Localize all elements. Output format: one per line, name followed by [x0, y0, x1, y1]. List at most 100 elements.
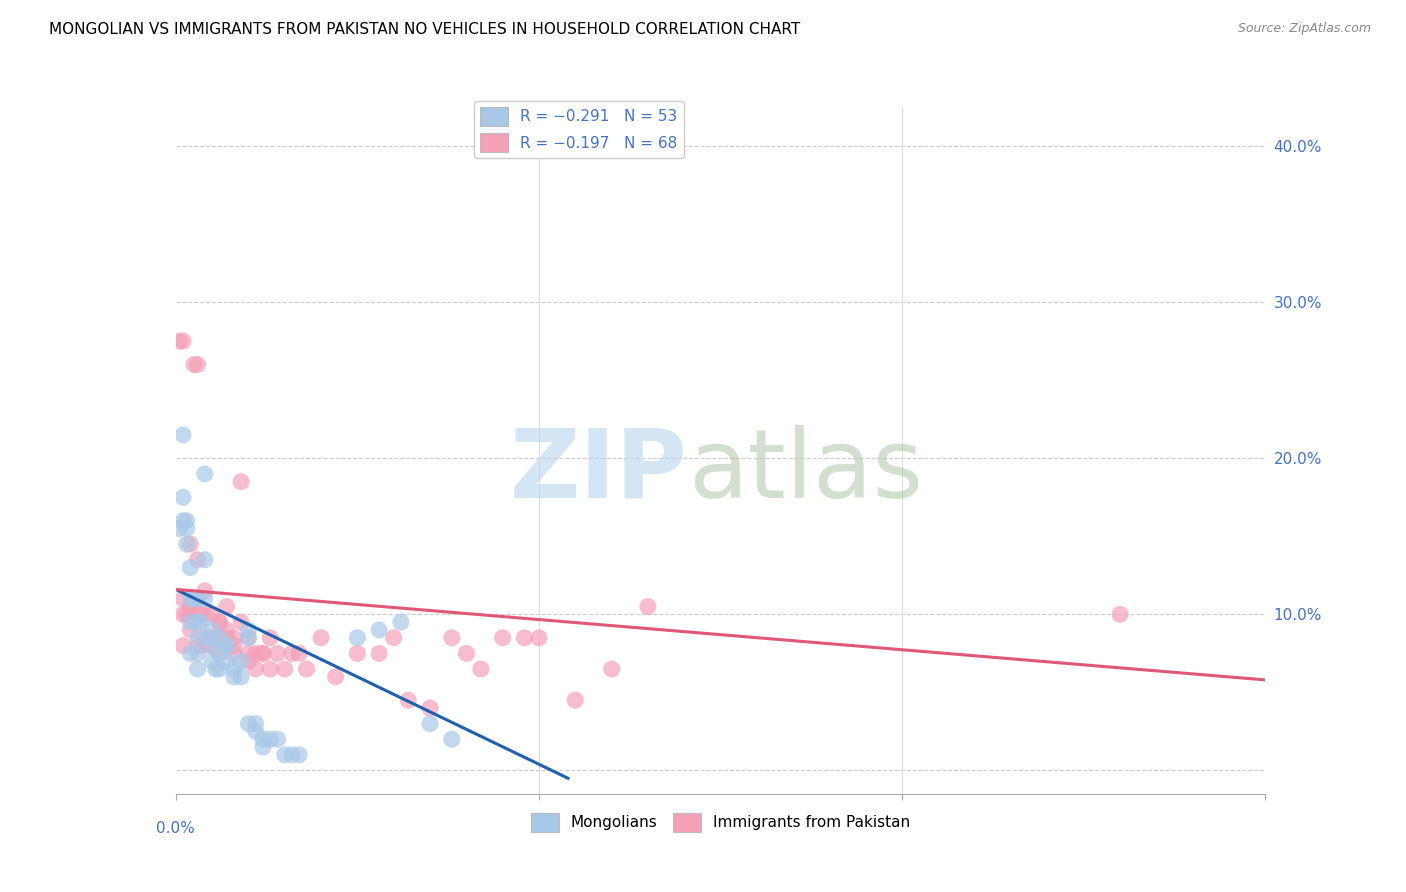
Point [252, 740, 274, 755]
Point [382, 631, 405, 645]
Point [179, 560, 201, 574]
Point [252, 646, 274, 660]
Point [194, 591, 217, 606]
Point [215, 639, 238, 653]
Point [186, 639, 209, 653]
Point [179, 591, 201, 606]
Point [245, 724, 267, 739]
Point [368, 623, 391, 637]
Text: Source: ZipAtlas.com: Source: ZipAtlas.com [1237, 22, 1371, 36]
Point [440, 631, 463, 645]
Point [201, 623, 224, 637]
Point [194, 607, 217, 622]
Point [194, 467, 217, 481]
Point [309, 631, 332, 645]
Point [231, 615, 253, 630]
Point [274, 662, 297, 676]
Point [179, 646, 201, 660]
Point [215, 631, 238, 645]
Point [201, 639, 224, 653]
Point [281, 646, 304, 660]
Point [176, 514, 198, 528]
Point [215, 654, 238, 668]
Point [259, 631, 281, 645]
Point [194, 583, 217, 598]
Point [172, 490, 194, 504]
Point [238, 716, 260, 731]
Point [172, 334, 194, 348]
Point [259, 732, 281, 747]
Point [215, 639, 238, 653]
Point [215, 639, 238, 653]
Point [201, 631, 224, 645]
Point [238, 646, 260, 660]
Point [194, 639, 217, 653]
Point [179, 537, 201, 551]
Point [176, 607, 198, 622]
Point [194, 631, 217, 645]
Point [172, 427, 194, 442]
Point [201, 639, 224, 653]
Point [215, 623, 238, 637]
Point [176, 537, 198, 551]
Point [197, 631, 219, 645]
Point [419, 716, 441, 731]
Text: MONGOLIAN VS IMMIGRANTS FROM PAKISTAN NO VEHICLES IN HOUSEHOLD CORRELATION CHART: MONGOLIAN VS IMMIGRANTS FROM PAKISTAN NO… [49, 22, 800, 37]
Point [222, 646, 245, 660]
Point [172, 514, 194, 528]
Text: ZIP: ZIP [510, 425, 688, 517]
Text: 0.0%: 0.0% [156, 822, 195, 837]
Point [295, 662, 318, 676]
Point [419, 701, 441, 715]
Point [637, 599, 659, 614]
Point [201, 607, 224, 622]
Point [190, 615, 212, 630]
Point [288, 646, 311, 660]
Point [183, 358, 205, 372]
Point [186, 615, 209, 630]
Point [186, 591, 209, 606]
Point [204, 662, 226, 676]
Point [245, 646, 267, 660]
Point [456, 646, 478, 660]
Point [238, 631, 260, 645]
Point [564, 693, 586, 707]
Point [186, 358, 209, 372]
Point [208, 631, 231, 645]
Point [238, 631, 260, 645]
Point [186, 631, 209, 645]
Point [208, 631, 231, 645]
Point [186, 646, 209, 660]
Point [245, 662, 267, 676]
Point [281, 747, 304, 762]
Point [186, 591, 209, 606]
Point [194, 552, 217, 567]
Point [186, 607, 209, 622]
Point [169, 334, 191, 348]
Point [208, 615, 231, 630]
Point [201, 654, 224, 668]
Point [208, 646, 231, 660]
Point [600, 662, 623, 676]
Point [169, 521, 191, 535]
Point [346, 631, 368, 645]
Point [231, 475, 253, 489]
Point [440, 732, 463, 747]
Point [245, 716, 267, 731]
Text: atlas: atlas [688, 425, 922, 517]
Point [208, 662, 231, 676]
Point [222, 670, 245, 684]
Point [274, 747, 297, 762]
Point [389, 615, 412, 630]
Point [179, 623, 201, 637]
Point [288, 747, 311, 762]
Point [222, 639, 245, 653]
Point [346, 646, 368, 660]
Point [183, 591, 205, 606]
Point [368, 646, 391, 660]
Point [172, 591, 194, 606]
Point [513, 631, 536, 645]
Point [208, 615, 231, 630]
Point [186, 662, 209, 676]
Point [325, 670, 347, 684]
